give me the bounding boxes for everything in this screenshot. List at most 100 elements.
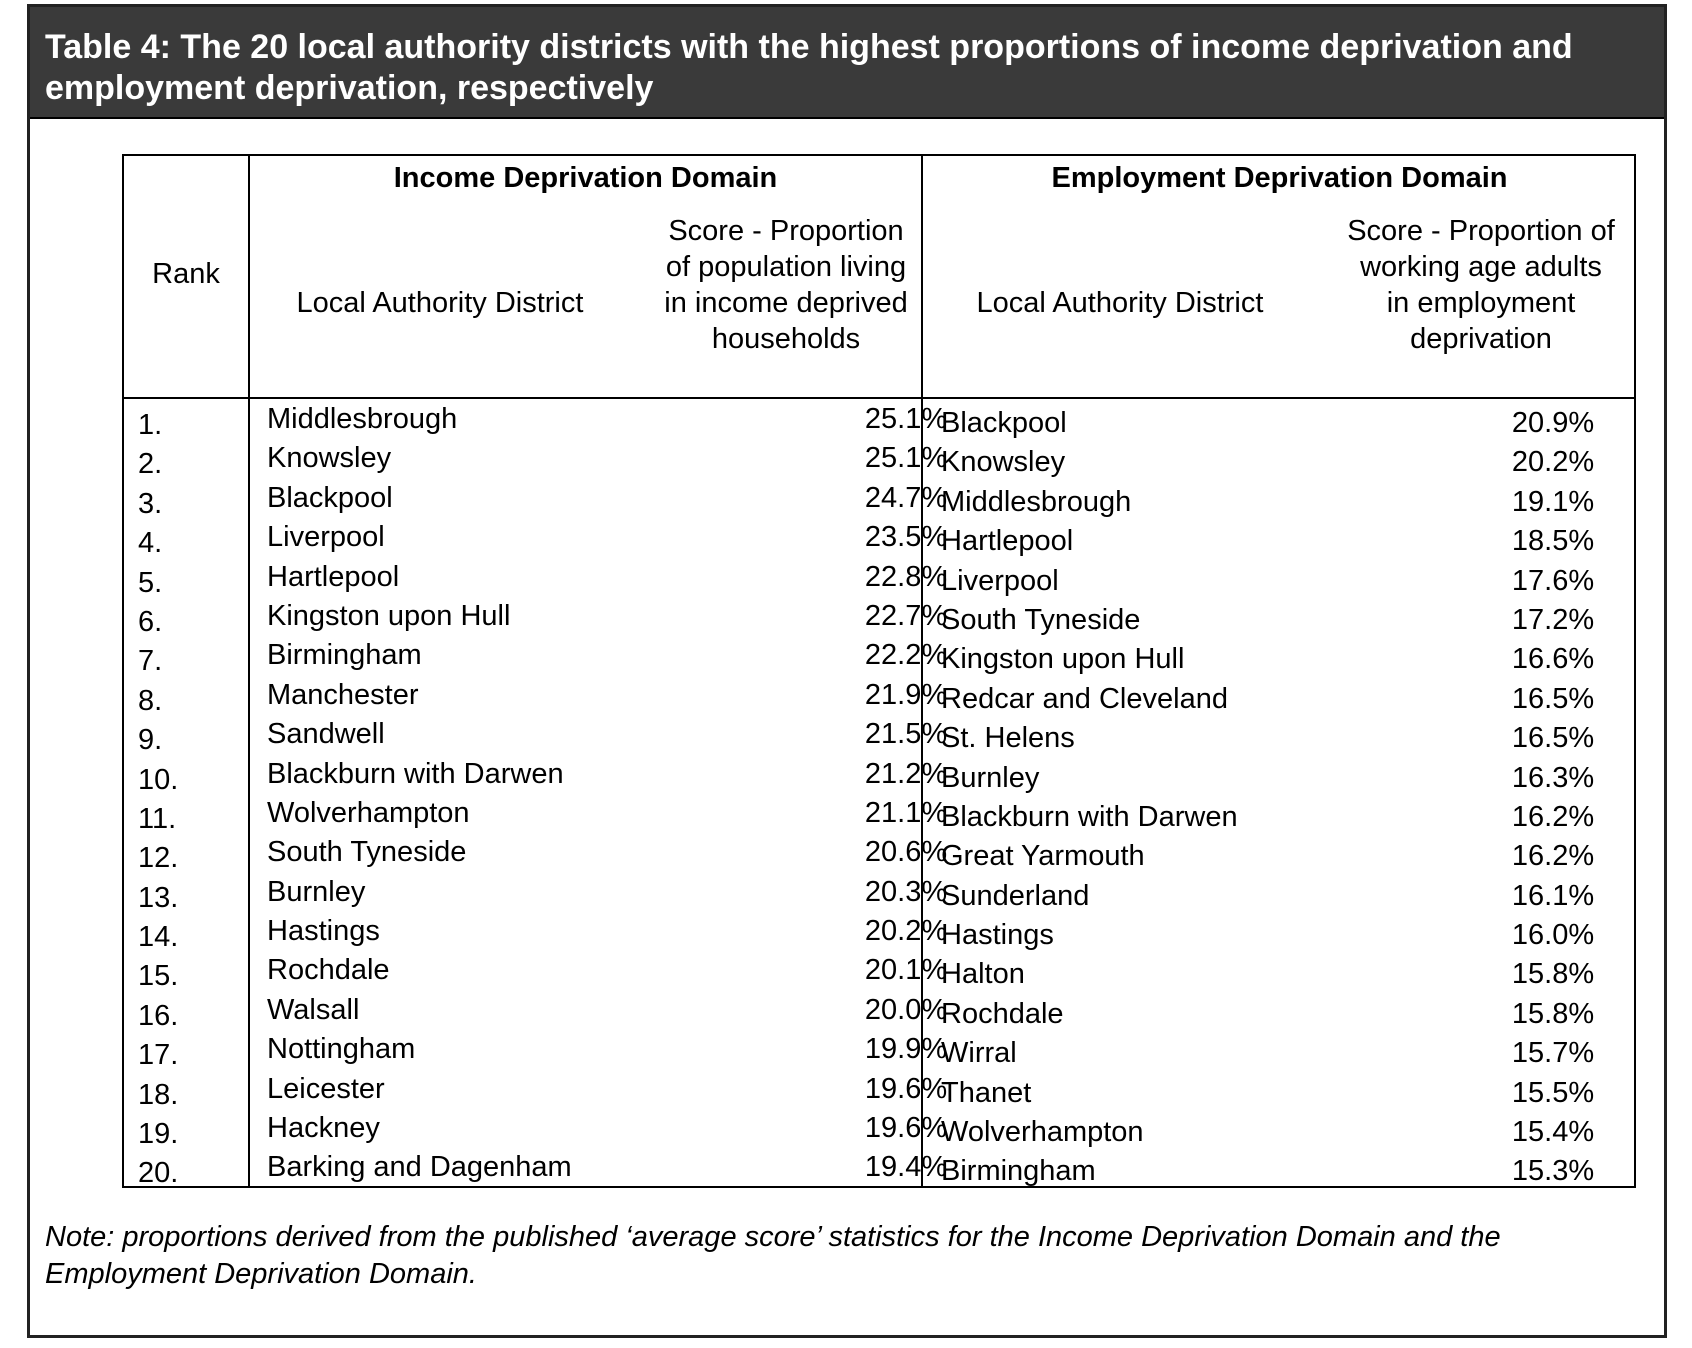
employment-score-cell: 20.9% [1511,407,1595,439]
rank-cell: 1. [138,409,163,441]
employment-score-cell: 17.2% [1511,603,1595,636]
rank-cell: 12. [138,842,179,875]
employment-district-cell: Middlesbrough [941,485,1132,518]
table-frame: Table 4: The 20 local authority district… [27,4,1667,1338]
rank-cell: 4. [138,527,163,560]
rank-cell: 19. [138,1118,179,1151]
employment-domain-header: Employment Deprivation Domain [1051,162,1508,194]
employment-score-cell: 16.5% [1511,682,1595,715]
employment-district-cell: Blackburn with Darwen [941,800,1238,833]
table-title: Table 4: The 20 local authority district… [30,7,1664,119]
employment-district-header: Local Authority District [976,287,1264,319]
employment-score-cell: 15.5% [1511,1076,1595,1109]
employment-district-cell: Knowsley [941,446,1066,479]
employment-district-column: Blackpool Knowsley Middlesbrough Hartlepool… [941,400,1461,1188]
income-district-cell: Blackpool [267,481,393,514]
income-score-cell: 25.1% [864,442,948,475]
rank-cell: 14. [138,921,179,954]
employment-score-cell: 15.3% [1511,1155,1595,1188]
income-score-cell: 19.4% [864,1151,948,1184]
employment-district-cell: South Tyneside [941,603,1141,636]
rank-cell: 20. [138,1157,179,1190]
income-score-cell: 22.7% [864,599,948,632]
income-score-cell: 20.2% [864,915,948,948]
rank-cell: 7. [138,645,163,678]
employment-score-cell: 16.5% [1511,722,1595,755]
income-score-column: 25.1% 25.1% 24.7% 23.5% 22.8% 22.7% 22.2% 21.9%… [784,400,1028,1188]
income-district-cell: Manchester [267,678,419,711]
income-score-cell: 19.9% [864,1033,948,1066]
employment-score-cell: 16.6% [1511,643,1595,676]
rank-cell: 5. [138,566,163,599]
income-district-cell: Wolverhampton [267,796,470,829]
income-district-cell: Sandwell [267,718,385,751]
employment-district-cell: Rochdale [941,997,1064,1030]
rank-cell: 10. [138,763,179,796]
rank-cell: 16. [138,999,179,1032]
income-district-cell: Burnley [267,875,366,908]
income-district-column: Middlesbrough Knowsley Blackpool Liverpool H… [267,400,787,1188]
income-district-cell: Barking and Dagenham [267,1151,572,1184]
income-district-cell: Birmingham [267,639,422,672]
employment-score-cell: 15.4% [1511,1116,1595,1149]
income-score-cell: 22.8% [864,560,948,593]
employment-score-header: Score - Proportion of working age adults… [1347,215,1615,355]
rank-cell: 17. [138,1039,179,1072]
rank-cell: 9. [138,724,163,757]
employment-district-cell: Birmingham [941,1155,1096,1188]
income-score-cell: 24.7% [864,481,948,514]
income-district-cell: Blackburn with Darwen [267,757,564,790]
income-score-cell: 25.1% [864,403,948,435]
deprivation-table: Rank Income Deprivation Domain Employmen… [122,154,1636,1190]
employment-district-cell: St. Helens [941,722,1075,755]
rank-cell: 6. [138,605,163,638]
income-district-cell: Hastings [267,915,380,948]
rank-column: 1. 2. 3. 4. 5. 6. 7. 8. 9. 10. 11. 12. 13. 14. 15. 16. 1… [138,400,248,1190]
rank-cell: 13. [138,881,179,914]
employment-district-cell: Wirral [941,1037,1017,1070]
income-score-cell: 21.5% [864,718,948,751]
income-district-cell: Knowsley [267,442,392,475]
employment-score-cell: 17.6% [1511,564,1595,597]
income-score-cell: 21.9% [864,678,948,711]
income-score-cell: 20.1% [864,954,948,987]
employment-district-cell: Halton [941,958,1025,991]
income-domain-header: Income Deprivation Domain [393,162,778,194]
income-score-header: Score - Proportion of population living … [664,215,908,355]
rank-cell: 8. [138,684,163,717]
employment-district-cell: Hartlepool [941,525,1074,558]
employment-score-cell: 20.2% [1511,446,1595,479]
employment-district-cell: Wolverhampton [941,1116,1144,1149]
employment-score-cell: 16.0% [1511,919,1595,952]
rank-cell: 11. [138,802,177,835]
employment-district-cell: Liverpool [941,564,1059,597]
income-score-cell: 21.1% [864,796,948,829]
rank-cell: 3. [138,487,163,520]
employment-score-cell: 16.2% [1511,840,1595,873]
income-district-header: Local Authority District [296,287,584,319]
employment-district-cell: Sunderland [941,879,1090,912]
income-district-cell: Walsall [267,993,360,1026]
income-score-cell: 22.2% [864,639,948,672]
employment-district-cell: Redcar and Cleveland [941,682,1228,715]
rank-cell: 2. [138,448,163,481]
rank-header: Rank [152,258,220,290]
employment-score-cell: 16.1% [1511,879,1595,912]
employment-score-column: 20.9% 20.2% 19.1% 18.5% 17.6% 17.2% 16.6% 16.5%… [1464,400,1642,1188]
domain-divider [921,156,923,1186]
income-district-cell: Middlesbrough [267,403,458,435]
employment-district-cell: Great Yarmouth [941,840,1145,873]
income-score-cell: 21.2% [864,757,948,790]
income-district-cell: Nottingham [267,1033,416,1066]
income-score-cell: 19.6% [864,1072,948,1105]
income-district-cell: South Tyneside [267,836,467,869]
employment-score-cell: 16.2% [1511,800,1595,833]
employment-score-cell: 15.7% [1511,1037,1595,1070]
employment-score-cell: 15.8% [1511,958,1595,991]
employment-score-cell: 19.1% [1511,485,1595,518]
employment-district-cell: Kingston upon Hull [941,643,1185,676]
income-score-cell: 20.6% [864,836,948,869]
employment-score-cell: 18.5% [1511,525,1595,558]
income-district-cell: Kingston upon Hull [267,599,511,632]
income-district-cell: Hartlepool [267,560,400,593]
